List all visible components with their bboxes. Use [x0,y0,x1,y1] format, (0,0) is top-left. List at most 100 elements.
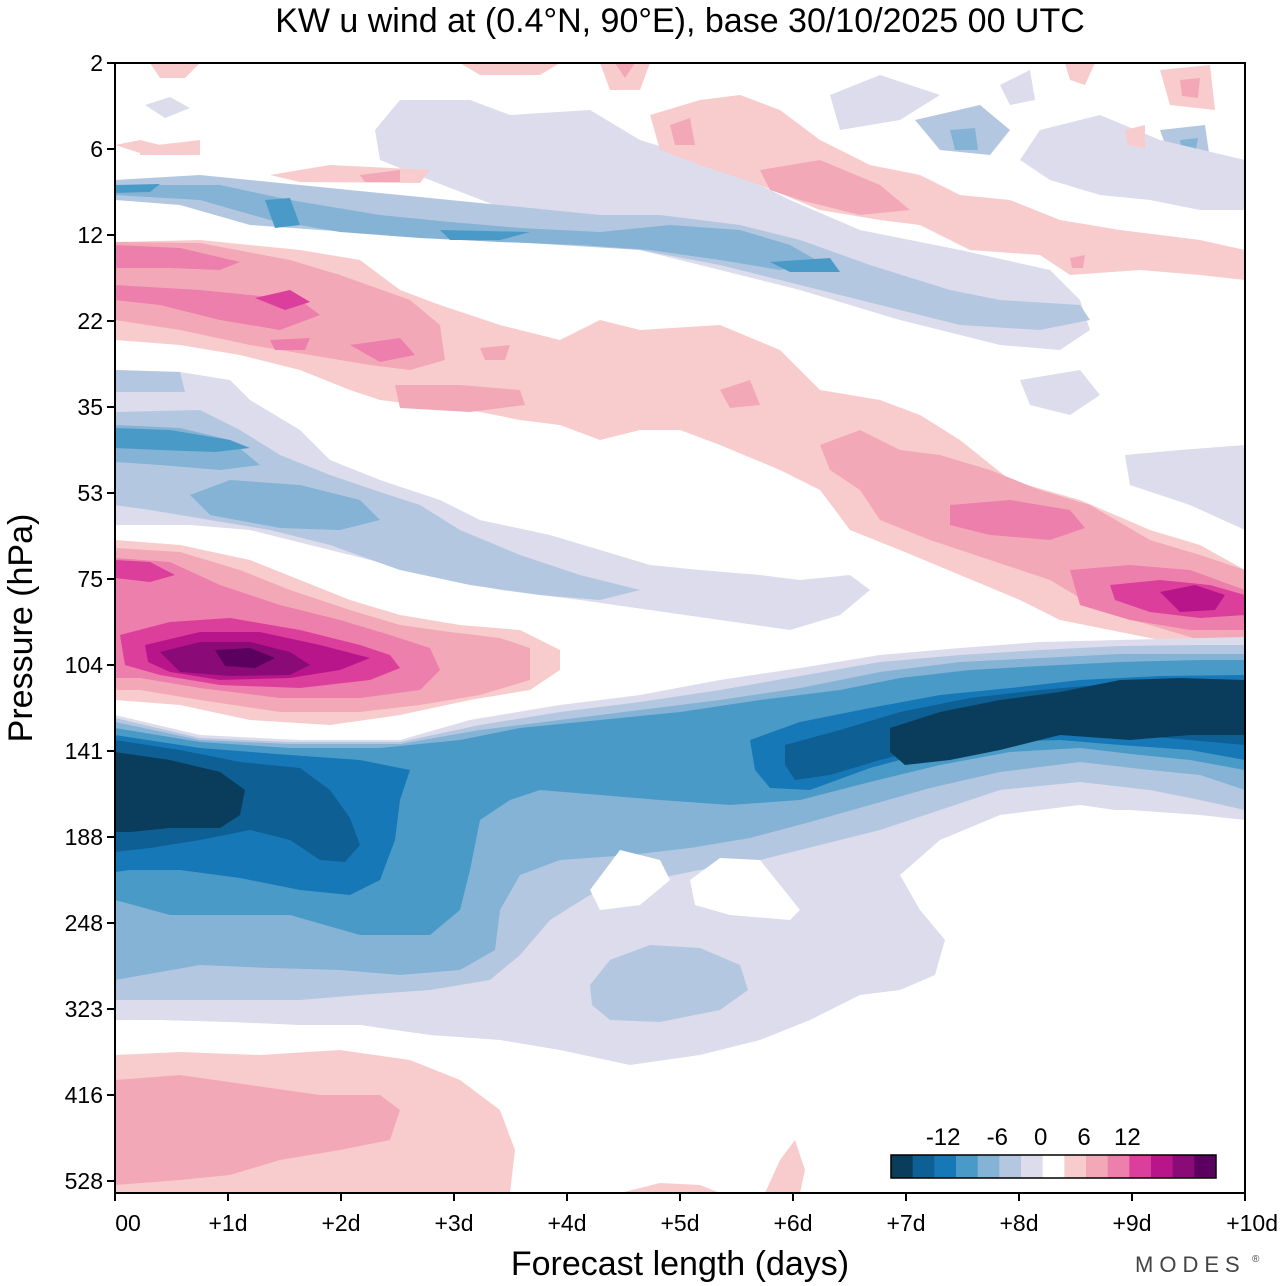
x-tick-label: 00 [115,1210,141,1236]
y-tick-label: 53 [77,480,103,506]
contour-fills [115,63,1245,1193]
contour-pink-small [115,140,160,153]
contour-lavender-top [145,97,190,118]
contour-blue4-trop [115,752,245,832]
contour-pink-upper [650,95,1245,280]
x-axis: 00 +1d +2d +3d +4d +5d +6d +7d +8d +9d +10d [114,1193,1278,1236]
y-tick-label: 323 [65,996,103,1022]
contour-lightblue-blob [590,945,748,1022]
contour-pink-small [360,170,400,182]
colorbar-tick-label: 0 [1034,1124,1047,1151]
contour-pink-small [1125,125,1145,148]
brand-registered-mark: ® [1252,1254,1260,1265]
contour-pink3-12-35 [115,285,320,330]
colorbar-swatch [1194,1155,1217,1178]
chart-title: KW u wind at (0.4°N, 90°E), base 30/10/2… [275,2,1085,40]
pink-band-12-35 [115,240,1245,650]
colorbar: -12 -6 0 6 12 [890,1124,1217,1179]
x-tick-label: +5d [660,1210,699,1236]
colorbar-swatch [1172,1155,1195,1178]
contour-blue-upper [440,230,530,240]
contour-lavender-35-75 [115,370,870,630]
y-tick-label: 12 [77,222,103,248]
contour-pink-low [765,1140,805,1193]
contour-blue4-trop [890,678,1245,765]
colorbar-swatch [912,1155,935,1178]
contour-pink-small [140,140,200,155]
y-tick-label: 75 [77,566,103,592]
contour-pink3-12-35 [115,245,240,270]
contour-blue-35-75 [115,428,250,452]
colorbar-swatch [1064,1155,1087,1178]
x-tick-label: +9d [1112,1210,1151,1236]
x-axis-label: Forecast length (days) [511,1245,849,1283]
contour-pink4-104 [115,560,175,582]
colorbar-swatch [1086,1155,1109,1178]
contour-blue-upper [265,198,300,228]
y-tick-label: 416 [65,1082,103,1108]
contour-white-hole [690,858,800,920]
colorbar-swatch [891,1155,914,1178]
easterly-core-upper-trop [115,637,1245,1193]
westerly-jet-104 [115,540,560,725]
contour-blue-upper [115,184,160,193]
y-tick-label: 528 [65,1168,103,1194]
contour-pink-top [1180,78,1200,98]
contour-pink2-low [115,1075,400,1185]
contour-pink4-12-35 [255,290,310,310]
contour-blue-upper [770,258,840,272]
blue-band-35-75 [115,370,1245,630]
colorbar-swatch [977,1155,1000,1178]
colorbar-swatch [1107,1155,1130,1178]
colorbar-tick-label: -6 [987,1124,1008,1151]
colorbar-swatch [934,1155,957,1178]
contour-medblue-topright [950,128,978,150]
x-tick-label: +10d [1226,1210,1278,1236]
x-tick-label: +3d [434,1210,473,1236]
contour-pink5-12-35 [1160,585,1225,612]
contour-pink2-12-35 [395,385,525,412]
contour-pink3-12-35 [350,338,415,362]
contour-pink-top [1065,63,1095,85]
contour-pink2-upper [670,118,695,145]
contour-lightblue-35-75 [115,370,185,392]
contour-lavender-topright [1020,115,1245,210]
contour-pink-top [615,63,635,78]
contour-pink-top [150,63,200,78]
x-tick-label: +2d [321,1210,360,1236]
colorbar-swatch [956,1155,979,1178]
y-tick-label: 22 [77,308,103,334]
x-tick-label: +1d [208,1210,247,1236]
y-tick-label: 104 [65,652,104,678]
y-axis-label: Pressure (hPa) [2,514,40,743]
y-tick-label: 248 [65,910,103,936]
contour-pink2-12-35 [720,380,760,408]
colorbar-swatch [1021,1155,1044,1178]
x-tick-label: +4d [547,1210,586,1236]
contour-lavender-right [1125,445,1245,530]
y-tick-label: 188 [65,824,103,850]
contour-pink-top [460,63,560,75]
contour-pink7-104 [215,648,275,668]
contour-lavender-top [1000,70,1035,105]
contour-white-right [790,810,1245,1193]
contour-pink3-12-35 [270,338,310,350]
contour-medblue-35-75 [190,480,380,530]
brand-logo: MODES [1135,1252,1246,1277]
colorbar-swatch [999,1155,1022,1178]
x-tick-label: +8d [999,1210,1038,1236]
colorbar-swatch [1151,1155,1174,1178]
contour-lavender-right [1020,370,1100,415]
lower-trop-westerlies [115,1050,805,1193]
contour-pink-low [620,1183,720,1193]
y-tick-label: 2 [90,50,103,76]
y-tick-label: 6 [90,136,103,162]
y-tick-label: 141 [65,738,103,764]
contour-white-hole [590,850,670,910]
y-tick-label: 35 [77,394,103,420]
y-axis: 2 6 12 22 35 53 75 104 141 188 248 323 416 528 [65,50,115,1194]
colorbar-swatch [1042,1155,1065,1178]
contour-pink-small [1070,255,1085,268]
colorbar-tick-label: 6 [1077,1124,1090,1151]
colorbar-tick-label: -12 [926,1124,961,1151]
